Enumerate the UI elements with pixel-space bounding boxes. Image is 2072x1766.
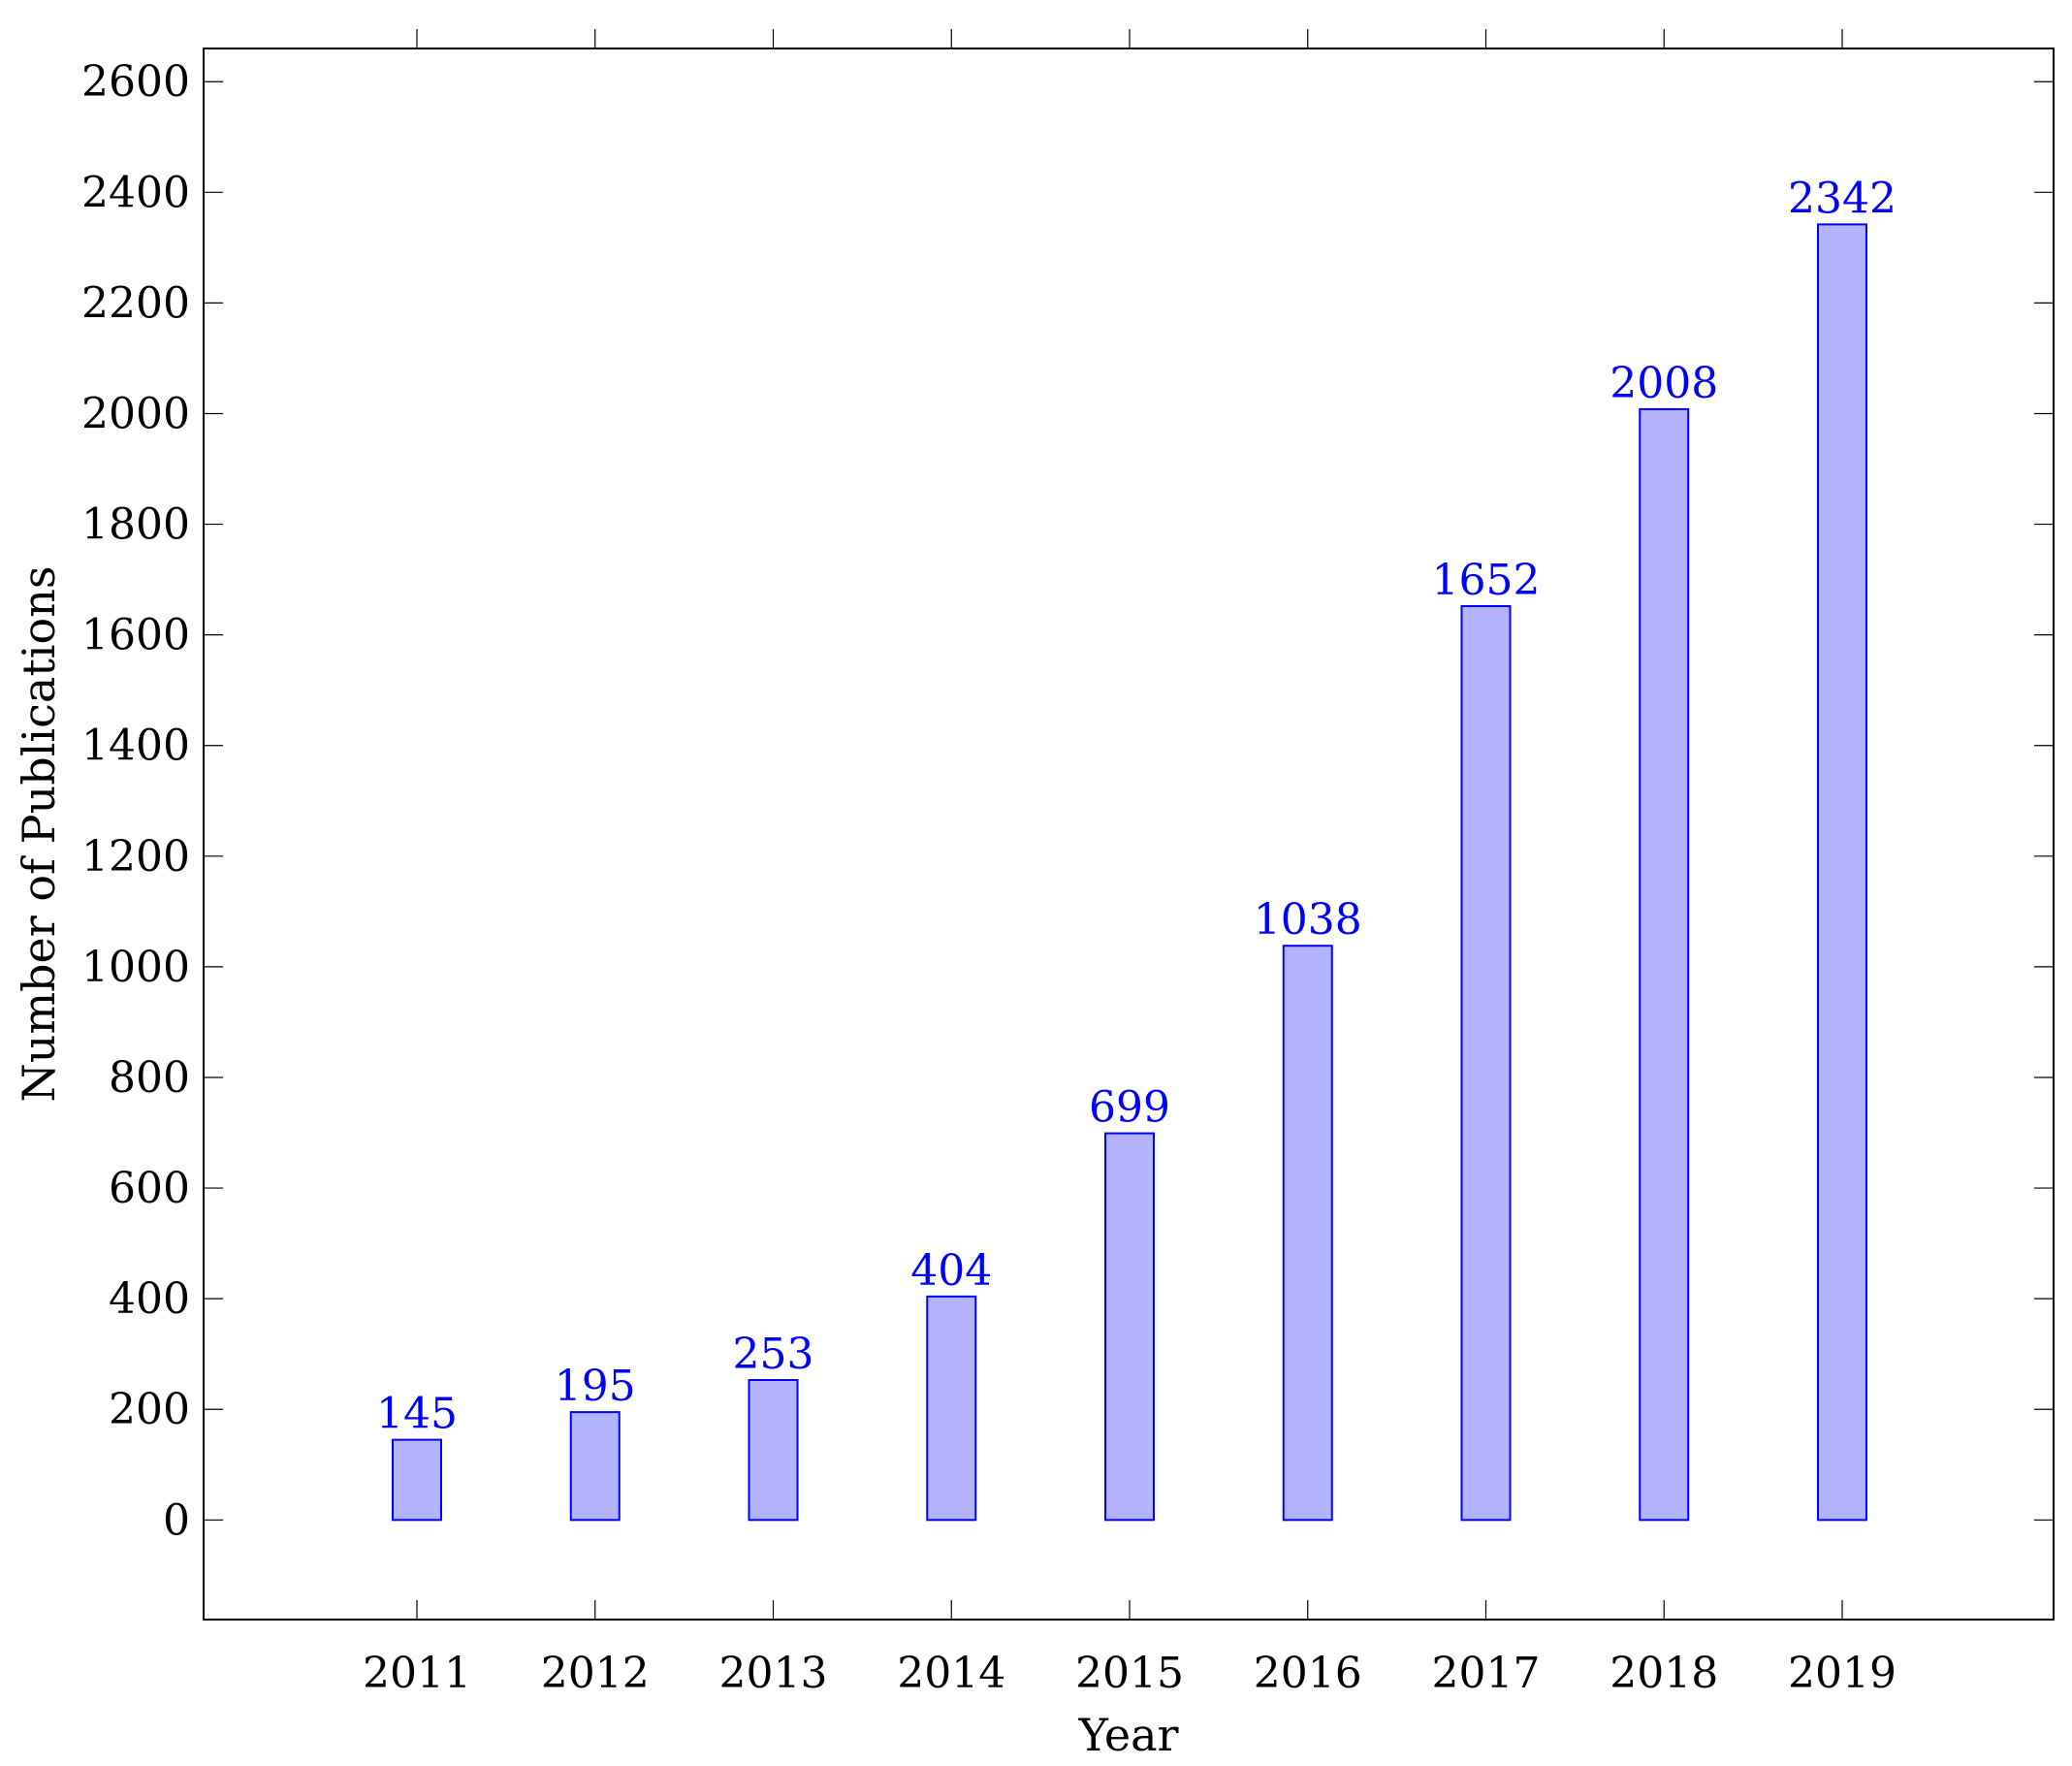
bar-value-label: 699 [1089, 1083, 1170, 1133]
x-tick-label: 2014 [897, 1649, 1005, 1698]
bar-2018 [1639, 407, 1690, 1522]
bar-data-labels: 145 195 253 404 699 1038 1652 2008 2342 [376, 174, 1897, 1438]
y-tick-label: 2000 [81, 389, 190, 438]
bar-2019 [1817, 223, 1867, 1522]
x-tick-label: 2019 [1788, 1649, 1897, 1698]
y-tick-label: 800 [109, 1053, 190, 1103]
bar-value-label: 253 [733, 1330, 814, 1379]
y-tick-label: 0 [163, 1495, 190, 1545]
y-tick-label: 1000 [81, 943, 190, 992]
bar-2016 [1282, 945, 1333, 1522]
bar-value-label: 2008 [1610, 359, 1718, 408]
bar-series [392, 223, 1867, 1522]
x-axis-title: Year [1077, 1709, 1178, 1761]
y-tick-label: 1400 [81, 722, 190, 771]
bar-2013 [748, 1379, 799, 1522]
x-tick-label: 2012 [541, 1649, 650, 1698]
x-tick-label: 2018 [1610, 1649, 1718, 1698]
y-tick-label: 2600 [81, 57, 190, 107]
y-axis-ticks: 0 200 400 600 800 1000 1200 1400 1600 1800 2000 220… [81, 57, 2054, 1545]
x-tick-label: 2011 [363, 1649, 471, 1698]
x-tick-label: 2015 [1075, 1649, 1184, 1698]
bar-value-label: 195 [555, 1362, 636, 1411]
bar-2017 [1460, 604, 1512, 1522]
bar-value-label: 404 [910, 1246, 992, 1296]
plot-frame [203, 48, 2055, 1621]
y-tick-label: 600 [109, 1164, 190, 1213]
x-tick-label: 2016 [1254, 1649, 1362, 1698]
x-axis-ticks: 2011 2012 2013 2014 2015 2016 2017 2018 2019 [363, 29, 1897, 1698]
y-axis-title: Number of Publications [13, 566, 65, 1103]
y-tick-label: 200 [109, 1385, 190, 1434]
bar-value-label: 1652 [1432, 556, 1541, 605]
y-tick-label: 400 [109, 1274, 190, 1324]
bar-value-label: 2342 [1788, 174, 1897, 223]
x-tick-label: 2017 [1432, 1649, 1541, 1698]
bar-2015 [1104, 1132, 1155, 1522]
bar-2012 [569, 1411, 621, 1522]
y-tick-label: 1200 [81, 832, 190, 882]
x-tick-label: 2013 [719, 1649, 828, 1698]
y-tick-label: 1600 [81, 611, 190, 660]
bar-2011 [392, 1438, 442, 1522]
y-tick-label: 1800 [81, 500, 190, 550]
bar-value-label: 145 [376, 1390, 458, 1439]
bar-2014 [926, 1295, 977, 1522]
bar-value-label: 1038 [1254, 895, 1362, 945]
y-tick-label: 2400 [81, 168, 190, 217]
y-tick-label: 2200 [81, 278, 190, 328]
